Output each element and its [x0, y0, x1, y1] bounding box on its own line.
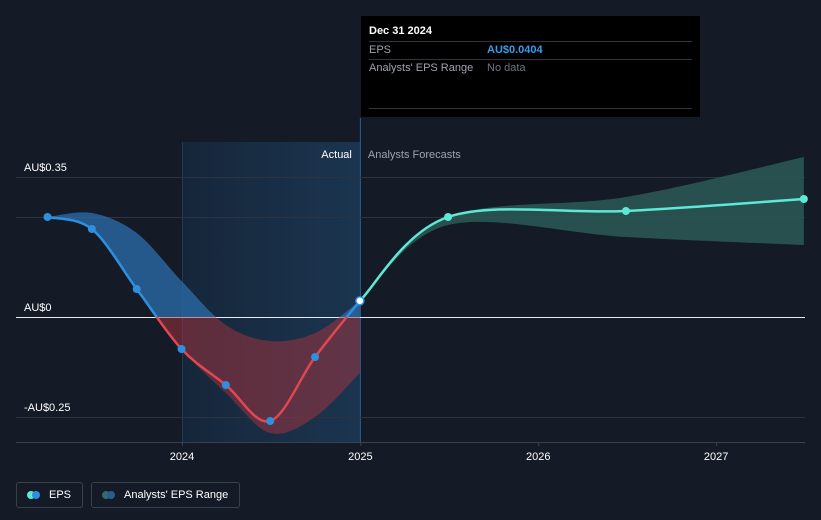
range-band-actual-negative — [156, 317, 360, 434]
y-tick-label: -AU$0.25 — [24, 402, 70, 414]
range-band-actual-positive — [47, 212, 360, 317]
legend: EPS Analysts' EPS Range — [16, 482, 241, 508]
x-tick-label: 2026 — [526, 451, 550, 463]
eps-point — [177, 345, 186, 353]
actual-region-label: Actual — [321, 149, 352, 161]
eps-point — [132, 285, 141, 293]
x-tick-label: 2024 — [170, 451, 194, 463]
tooltip-range-value: No data — [487, 62, 526, 74]
eps-point — [221, 381, 230, 389]
tooltip: Dec 31 2024 EPS AU$0.0404 Analysts' EPS … — [361, 16, 700, 117]
legend-eps-button[interactable]: EPS — [16, 482, 84, 508]
legend-range-button[interactable]: Analysts' EPS Range — [91, 482, 241, 508]
eps-forecast-point — [621, 207, 630, 215]
range-band-forecast — [359, 157, 804, 301]
eps-point — [87, 225, 96, 233]
eps-line-positive — [47, 215, 361, 317]
eps-point — [311, 353, 320, 361]
legend-range-label: Analysts' EPS Range — [124, 489, 229, 501]
swatch-dot-forecast — [27, 491, 35, 499]
eps-forecast-point-end — [799, 195, 808, 203]
tooltip-eps-row: EPS AU$0.0404 — [369, 42, 692, 60]
swatch-dot-actual — [32, 491, 40, 499]
x-tick-label: 2027 — [704, 451, 728, 463]
eps-point — [43, 213, 52, 221]
eps-point — [266, 417, 275, 425]
eps-line-negative — [155, 317, 349, 423]
swatch-dot-range-actual — [107, 491, 116, 499]
swatch-dot-range-forecast — [102, 491, 111, 499]
y-tick-label: AU$0.35 — [24, 162, 67, 174]
y-tick-label: AU$0 — [24, 302, 52, 314]
x-tick-label: 2025 — [348, 451, 372, 463]
eps-point-highlighted — [355, 296, 365, 306]
range-swatch-icon — [102, 491, 116, 499]
tooltip-divider — [369, 108, 692, 109]
eps-forecast-line — [359, 197, 804, 302]
eps-forecast-point — [444, 213, 453, 221]
forecast-region-label: Analysts Forecasts — [368, 149, 461, 161]
tooltip-range-label: Analysts' EPS Range — [369, 62, 474, 74]
tooltip-eps-label: EPS — [369, 44, 392, 56]
tooltip-range-row: Analysts' EPS Range No data — [369, 60, 692, 77]
eps-swatch-icon — [27, 491, 41, 499]
legend-eps-label: EPS — [49, 489, 72, 501]
tooltip-eps-value: AU$0.0404 — [487, 44, 543, 56]
tooltip-date: Dec 31 2024 — [369, 16, 692, 42]
